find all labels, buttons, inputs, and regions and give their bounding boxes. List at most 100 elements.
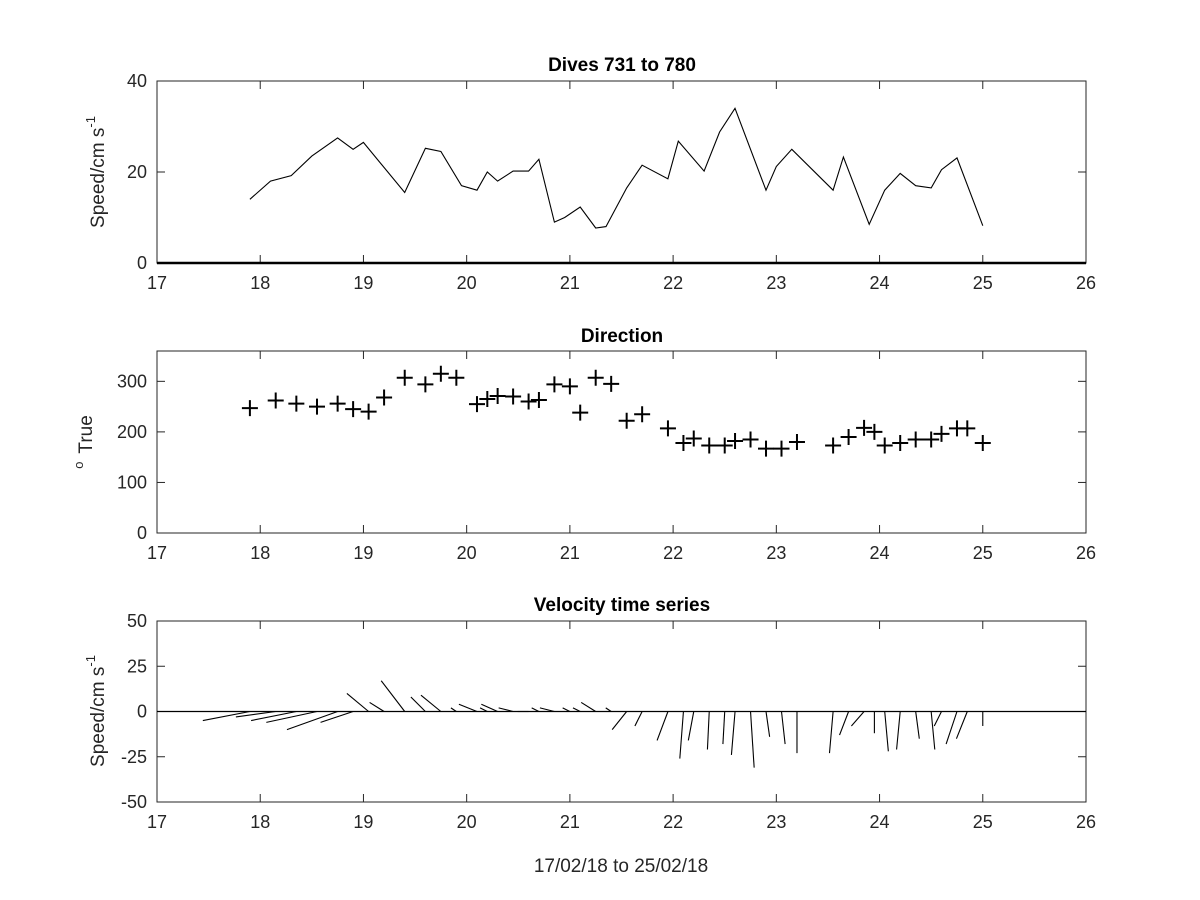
direction-y-tick-label: 0 <box>137 523 147 543</box>
direction-x-tick-label: 25 <box>973 543 993 563</box>
velocity-velocity-stick <box>730 711 736 755</box>
direction-point-marker <box>876 437 893 454</box>
direction-point-marker <box>468 396 485 413</box>
velocity-x-axis-label: 17/02/18 to 25/02/18 <box>534 856 708 877</box>
velocity-velocity-stick <box>915 711 920 739</box>
velocity-velocity-stick <box>605 707 612 712</box>
velocity-y-tick-label: -25 <box>121 747 147 767</box>
direction-point-marker <box>742 431 759 448</box>
velocity-x-tick-label: 17 <box>147 812 167 832</box>
direction-point-marker <box>840 428 857 445</box>
direction-point-marker <box>345 401 362 418</box>
speed-x-tick-label: 24 <box>870 273 890 293</box>
direction-point-marker <box>634 406 651 423</box>
velocity-x-tick-label: 18 <box>250 812 270 832</box>
velocity-y-axis-label: Speed/cm s-1 <box>83 655 109 767</box>
direction-point-marker <box>546 376 563 393</box>
velocity-velocity-stick <box>611 711 628 730</box>
direction-point-marker <box>716 437 733 454</box>
direction-panel: Direction 17 18 19 20 21 22 23 24 25 26 0 100 200 300… <box>71 326 1096 563</box>
direction-x-tick-label: 20 <box>457 543 477 563</box>
direction-point-marker <box>866 423 883 440</box>
velocity-velocity-stick <box>706 711 710 750</box>
direction-point-marker <box>675 435 692 452</box>
direction-point-marker <box>329 395 346 412</box>
velocity-x-tick-label: 24 <box>870 812 890 832</box>
speed-x-tick-label: 21 <box>560 273 580 293</box>
direction-point-marker <box>603 375 620 392</box>
direction-point-marker <box>959 420 976 437</box>
velocity-x-tick-label: 25 <box>973 812 993 832</box>
direction-x-tick-label: 21 <box>560 543 580 563</box>
velocity-velocity-stick <box>850 711 865 727</box>
speed-x-tick-label: 26 <box>1076 273 1096 293</box>
velocity-velocity-stick <box>266 710 318 723</box>
direction-point-marker <box>773 440 790 457</box>
velocity-velocity-stick <box>945 711 958 745</box>
speed-y-tick-label: 0 <box>137 253 147 273</box>
direction-point-marker <box>825 437 842 454</box>
direction-point-marker <box>241 400 258 417</box>
velocity-velocity-stick <box>656 711 669 741</box>
velocity-velocity-stick <box>722 711 726 745</box>
direction-point-marker <box>520 393 537 410</box>
direction-point-marker <box>701 437 718 454</box>
velocity-velocity-stick <box>884 711 889 752</box>
speed-x-tick-label: 22 <box>663 273 683 293</box>
velocity-velocity-stick <box>687 711 695 741</box>
direction-point-marker <box>572 404 589 421</box>
direction-point-marker <box>505 388 522 405</box>
direction-point-marker <box>618 412 635 429</box>
velocity-velocity-stick <box>498 707 514 713</box>
direction-point-marker <box>788 434 805 450</box>
direction-y-tick-label: 300 <box>117 371 147 391</box>
velocity-velocity-stick <box>580 701 596 712</box>
speed-series-line <box>249 107 984 229</box>
direction-point-marker <box>360 403 377 420</box>
speed-panel: Dives 731 to 780 17 18 19 20 21 22 23 24 25 26 0 20… <box>83 55 1096 293</box>
velocity-x-tick-label: 19 <box>353 812 373 832</box>
velocity-velocity-stick <box>369 701 385 712</box>
direction-point-marker <box>267 392 284 409</box>
velocity-velocity-stick <box>572 707 581 712</box>
direction-y-tick-label: 100 <box>117 472 147 492</box>
velocity-velocity-stick <box>250 710 297 722</box>
direction-point-marker <box>530 392 547 409</box>
velocity-velocity-stick <box>634 711 643 727</box>
direction-point-marker <box>727 432 744 449</box>
direction-point-marker <box>376 389 393 406</box>
direction-point-marker <box>448 369 465 386</box>
direction-point-marker <box>856 419 873 436</box>
velocity-y-tick-label: 25 <box>127 656 147 676</box>
velocity-velocity-stick <box>531 707 540 712</box>
velocity-velocity-stick <box>450 707 457 712</box>
direction-point-marker <box>561 378 578 395</box>
velocity-y-tick-label: 50 <box>127 611 147 631</box>
direction-point-marker <box>907 431 924 448</box>
direction-point-marker <box>288 395 305 412</box>
velocity-velocity-stick <box>420 694 442 712</box>
direction-x-tick-label: 22 <box>663 543 683 563</box>
direction-point-marker <box>923 431 940 448</box>
velocity-x-tick-label: 21 <box>560 812 580 832</box>
velocity-panel-title: Velocity time series <box>534 595 710 616</box>
direction-point-marker <box>489 387 506 404</box>
velocity-velocity-stick <box>235 710 276 718</box>
direction-x-tick-label: 18 <box>250 543 270 563</box>
velocity-x-tick-label: 22 <box>663 812 683 832</box>
speed-x-tick-label: 25 <box>973 273 993 293</box>
velocity-velocity-stick <box>458 703 478 713</box>
direction-point-marker <box>685 430 702 447</box>
direction-x-tick-label: 26 <box>1076 543 1096 563</box>
speed-x-tick-label: 20 <box>457 273 477 293</box>
velocity-x-tick-label: 20 <box>457 812 477 832</box>
velocity-velocity-stick <box>839 711 850 736</box>
direction-y-axis-label: oTrue <box>71 415 97 469</box>
direction-x-tick-label: 23 <box>766 543 786 563</box>
svg-text:oTrue: oTrue <box>71 415 97 469</box>
direction-x-tick-label: 24 <box>870 543 890 563</box>
velocity-velocity-stick <box>479 707 488 712</box>
speed-x-tick-label: 19 <box>353 273 373 293</box>
